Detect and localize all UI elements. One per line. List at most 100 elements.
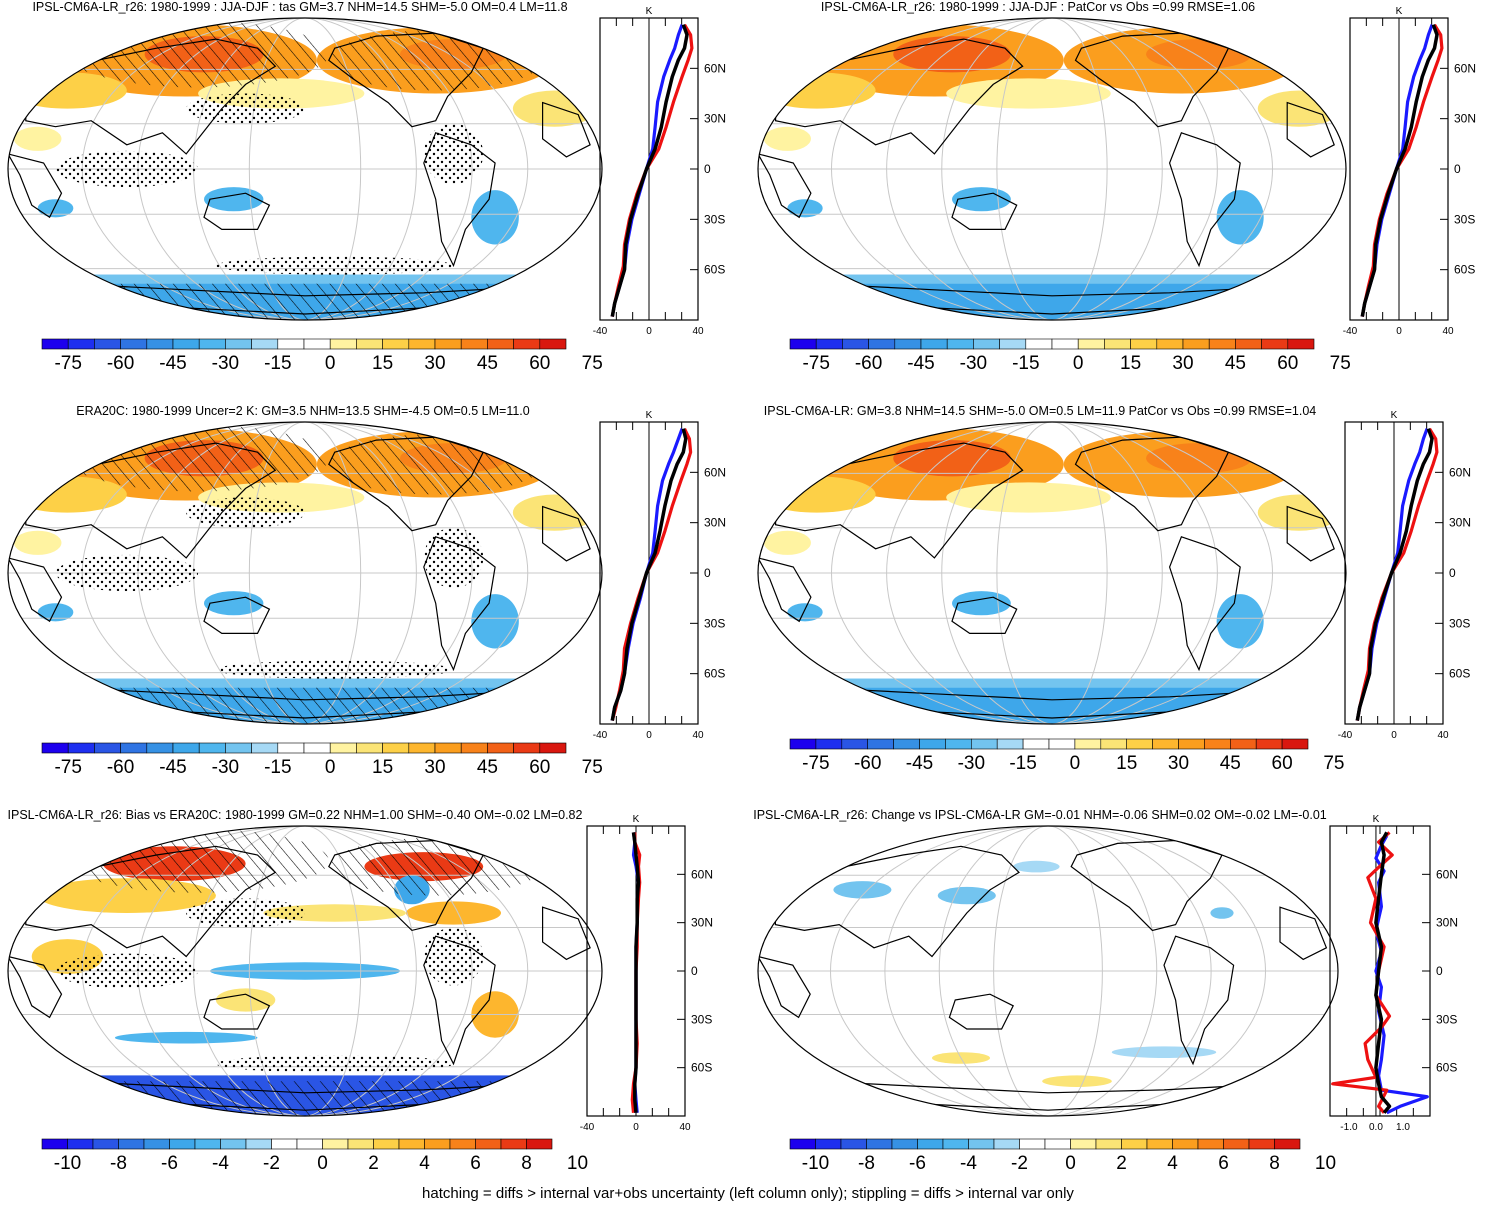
colorbar-swatch: [1208, 338, 1236, 350]
stippling-overlay: [186, 93, 305, 124]
colorbar-label: 6: [1218, 1153, 1229, 1174]
profile-series-black: [610, 24, 689, 317]
colorbar-label: -60: [107, 353, 134, 374]
colorbar-swatch: [245, 1138, 272, 1150]
colorbar-label: 15: [1116, 753, 1137, 774]
colorbar-swatch: [789, 338, 817, 350]
profile-x-tick-label: -40: [1343, 326, 1358, 337]
profile-x-tick-label: 40: [1442, 326, 1454, 337]
colorbar-label: -60: [855, 353, 882, 374]
panel-2: IPSL-CM6A-LR_r26: 1980-1999 : JJA-DJF : …: [757, 0, 1476, 374]
colorbar-swatch: [1255, 738, 1283, 750]
profile-series-black: [1360, 24, 1439, 317]
colorbar-swatch: [434, 338, 462, 350]
colorbar-label: -6: [909, 1153, 926, 1174]
colorbar-swatch: [946, 338, 974, 350]
coastline: [423, 935, 496, 1066]
stippling-overlay: [215, 660, 454, 679]
colorbar-label: 10: [567, 1153, 588, 1174]
colorbar-swatch: [475, 1138, 502, 1150]
colorbar-swatch: [1172, 1138, 1199, 1150]
colorbar-swatch: [789, 738, 817, 750]
colorbar-swatch: [1100, 738, 1128, 750]
colorbar-label: 8: [521, 1153, 532, 1174]
colorbar-label: -60: [107, 757, 134, 778]
profile-x-tick-label: 40: [692, 730, 704, 741]
colorbar-label: -30: [212, 353, 239, 374]
latitude-tick-label: 60N: [1436, 867, 1458, 881]
colorbar-label: 15: [1120, 353, 1141, 374]
colorbar-label: 45: [477, 757, 498, 778]
colorbar-swatch: [539, 338, 567, 350]
coastline: [758, 152, 812, 219]
colorbar-swatch: [449, 1138, 476, 1150]
colorbar-label: -30: [212, 757, 239, 778]
stippling-overlay: [55, 150, 199, 188]
anomaly-region: [763, 126, 811, 151]
latitude-tick-label: 60S: [704, 263, 725, 277]
colorbar-swatch: [1230, 738, 1257, 750]
colorbar-swatch: [1204, 738, 1231, 750]
colorbar-swatch: [251, 338, 279, 350]
anomaly-region: [787, 199, 823, 218]
colorbar-label: 10: [1315, 1153, 1336, 1174]
colorbar-swatch: [67, 1138, 94, 1150]
colorbar-swatch: [487, 742, 514, 754]
latitude-tick-label: 60N: [691, 867, 713, 881]
profile-unit-label: K: [1391, 410, 1398, 421]
colorbar-label: 45: [1220, 753, 1241, 774]
colorbar-swatch: [322, 1138, 349, 1150]
profile-x-tick-label: 0: [633, 1122, 639, 1133]
anomaly-region: [512, 494, 597, 531]
colorbar-swatch: [220, 1138, 247, 1150]
panel-title: IPSL-CM6A-LR: GM=3.8 NHM=14.5 SHM=-5.0 O…: [764, 404, 1316, 418]
anomaly-region: [833, 881, 892, 899]
colorbar-swatch: [356, 742, 383, 754]
profile-x-tick-label: 1.0: [1396, 1122, 1410, 1133]
coastline: [1168, 536, 1241, 672]
colorbar-swatch: [920, 338, 948, 350]
colorbar-label: -10: [54, 1153, 81, 1174]
latitude-tick-label: 60S: [1454, 263, 1475, 277]
map-border: [757, 825, 1339, 1117]
map-field: [8, 422, 602, 724]
colorbar-label: -4: [960, 1153, 977, 1174]
colorbar-swatch: [996, 738, 1024, 750]
colorbar-label: 30: [1168, 753, 1189, 774]
map-border: [7, 421, 603, 725]
anomaly-region: [1257, 494, 1341, 531]
colorbar-label: 45: [477, 353, 498, 374]
colorbar-swatch: [1051, 338, 1079, 350]
colorbar-label: 60: [1277, 353, 1298, 374]
colorbar-swatch: [92, 1138, 119, 1150]
colorbar-label: 4: [1167, 1153, 1178, 1174]
profile-x-tick-label: 40: [1437, 730, 1449, 741]
profile-series-blue: [1374, 834, 1429, 1115]
anomaly-region: [1042, 1075, 1112, 1087]
anomaly-region: [405, 901, 502, 925]
colorbar-label: -75: [54, 353, 81, 374]
colorbar-label: 0: [1065, 1153, 1076, 1174]
anomaly-region: [787, 603, 823, 622]
colorbar-swatch: [1152, 738, 1179, 750]
hatching-overlay: [8, 687, 602, 724]
panel-title: IPSL-CM6A-LR_r26: 1980-1999 : JJA-DJF : …: [821, 0, 1255, 14]
colorbar-swatch: [329, 742, 357, 754]
profile-unit-label: K: [646, 410, 653, 421]
colorbar-swatch: [67, 338, 95, 350]
colorbar-swatch: [198, 338, 226, 350]
coastline: [8, 556, 63, 623]
colorbar-label: 30: [424, 757, 445, 778]
colorbar-swatch: [917, 1138, 944, 1150]
colorbar-swatch: [398, 1138, 425, 1150]
colorbar-swatch: [968, 1138, 995, 1150]
coastline: [948, 993, 1015, 1030]
profile-x-tick-label: -1.0: [1340, 1122, 1358, 1133]
anomaly-region: [1216, 190, 1264, 245]
coastline: [758, 955, 811, 1019]
profile-x-tick-label: 0: [1391, 730, 1397, 741]
colorbar-label: 0: [317, 1153, 328, 1174]
map-field: [758, 422, 1346, 724]
colorbar-label: 15: [372, 757, 393, 778]
